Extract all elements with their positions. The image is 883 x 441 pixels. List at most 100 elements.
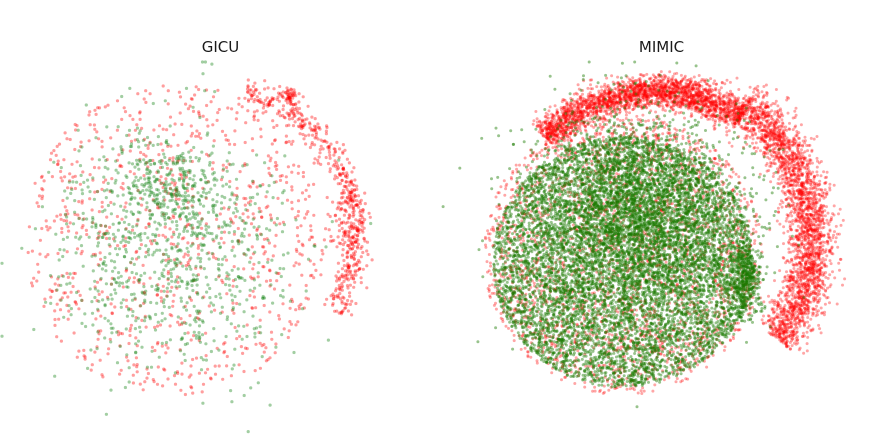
gicu-green-point — [195, 309, 199, 313]
mimic-red-series-0 — [483, 70, 847, 395]
gicu-red-point — [340, 207, 344, 211]
gicu-red-point — [284, 134, 288, 138]
gicu-red-point — [312, 161, 316, 165]
gicu-red-point — [53, 282, 57, 286]
mimic-red-point — [663, 94, 667, 98]
mimic-red-point — [699, 110, 703, 114]
gicu-red-point — [296, 171, 300, 175]
gicu-red-point — [211, 123, 215, 127]
gicu-green-point — [175, 154, 179, 159]
mimic-red-point — [600, 88, 604, 92]
gicu-green-point — [176, 157, 180, 161]
gicu-red-point — [73, 174, 77, 178]
gicu-red-point — [135, 249, 139, 253]
gicu-green-point — [173, 371, 177, 375]
gicu-red-point — [356, 234, 360, 238]
gicu-green-point — [180, 337, 184, 341]
gicu-green-point — [0, 334, 4, 338]
gicu-red-point — [210, 167, 215, 171]
gicu-green-point — [224, 277, 228, 281]
gicu-red-point — [285, 96, 289, 101]
gicu-green-point — [77, 216, 81, 221]
mimic-red-point — [673, 84, 676, 87]
gicu-red-point — [274, 160, 278, 165]
gicu-red-point — [287, 140, 291, 144]
gicu-red-point — [189, 148, 193, 152]
gicu-red-point — [186, 260, 190, 264]
gicu-red-point — [182, 255, 186, 259]
gicu-green-point — [171, 160, 175, 164]
gicu-green-point — [143, 300, 147, 304]
gicu-green-point — [237, 242, 241, 246]
gicu-red-point — [355, 228, 359, 232]
gicu-red-point — [319, 273, 323, 277]
gicu-red-point — [313, 143, 317, 147]
gicu-red-point — [297, 100, 301, 104]
gicu-red-point — [174, 197, 178, 201]
mimic-red-point — [725, 105, 729, 109]
gicu-red-point — [251, 84, 255, 88]
gicu-red-point — [334, 219, 338, 223]
gicu-red-point — [342, 230, 346, 234]
gicu-red-point — [164, 177, 168, 181]
gicu-green-point — [198, 318, 202, 322]
gicu-green-point — [196, 191, 200, 195]
gicu-green-point — [174, 278, 178, 282]
mimic-red-point — [575, 92, 579, 96]
gicu-red-point — [197, 112, 201, 116]
gicu-green-point — [183, 358, 187, 363]
mimic-red-point — [635, 114, 639, 118]
gicu-green-point — [193, 181, 197, 185]
gicu-green-point — [369, 221, 373, 226]
gicu-red-point — [266, 154, 270, 158]
gicu-green-point — [217, 348, 221, 352]
gicu-green-point — [186, 194, 191, 198]
gicu-red-point — [121, 181, 125, 186]
gicu-green-point — [183, 194, 188, 198]
gicu-red-point — [155, 293, 159, 297]
gicu-red-point — [326, 162, 331, 166]
gicu-green-point — [173, 207, 177, 211]
gicu-green-point — [69, 307, 73, 311]
gicu-green-point — [253, 331, 257, 335]
gicu-red-point — [329, 239, 333, 243]
gicu-red-point — [290, 185, 294, 189]
gicu-green-point — [170, 220, 174, 224]
gicu-red-point — [201, 186, 205, 190]
gicu-green-point — [224, 283, 228, 287]
gicu-green-point — [133, 327, 137, 331]
gicu-red-point — [348, 246, 352, 250]
mimic-red-point — [548, 139, 552, 143]
mimic-red-point — [725, 108, 729, 112]
gicu-green-point — [92, 197, 96, 201]
gicu-red-point — [314, 130, 318, 135]
gicu-red-point — [185, 206, 189, 210]
gicu-red-point — [167, 191, 171, 195]
mimic-red-point — [732, 125, 736, 129]
gicu-red-point — [292, 88, 296, 92]
gicu-green-point — [155, 227, 159, 231]
gicu-green-point — [130, 257, 134, 261]
gicu-green-point — [227, 277, 231, 281]
gicu-red-point — [171, 299, 175, 303]
gicu-red-point — [286, 88, 290, 92]
gicu-red-point — [312, 262, 316, 266]
gicu-green-point — [170, 195, 174, 199]
gicu-green-point — [138, 191, 142, 195]
mimic-red-point — [604, 92, 607, 96]
gicu-red-point — [248, 92, 252, 96]
gicu-green-point — [65, 282, 69, 286]
gicu-red-point — [262, 342, 266, 347]
gicu-green-point — [213, 176, 217, 180]
gicu-red-point — [165, 294, 169, 298]
gicu-red-point — [358, 217, 362, 222]
gicu-green-point — [88, 287, 92, 291]
gicu-red-point — [261, 265, 265, 269]
gicu-green-point — [155, 301, 159, 305]
gicu-red-point — [256, 99, 260, 103]
mimic-red-point — [724, 111, 728, 114]
gicu-red-point — [147, 222, 151, 226]
mimic-red-point — [575, 109, 579, 113]
mimic-red-point — [595, 85, 599, 89]
gicu-red-point — [57, 283, 61, 287]
